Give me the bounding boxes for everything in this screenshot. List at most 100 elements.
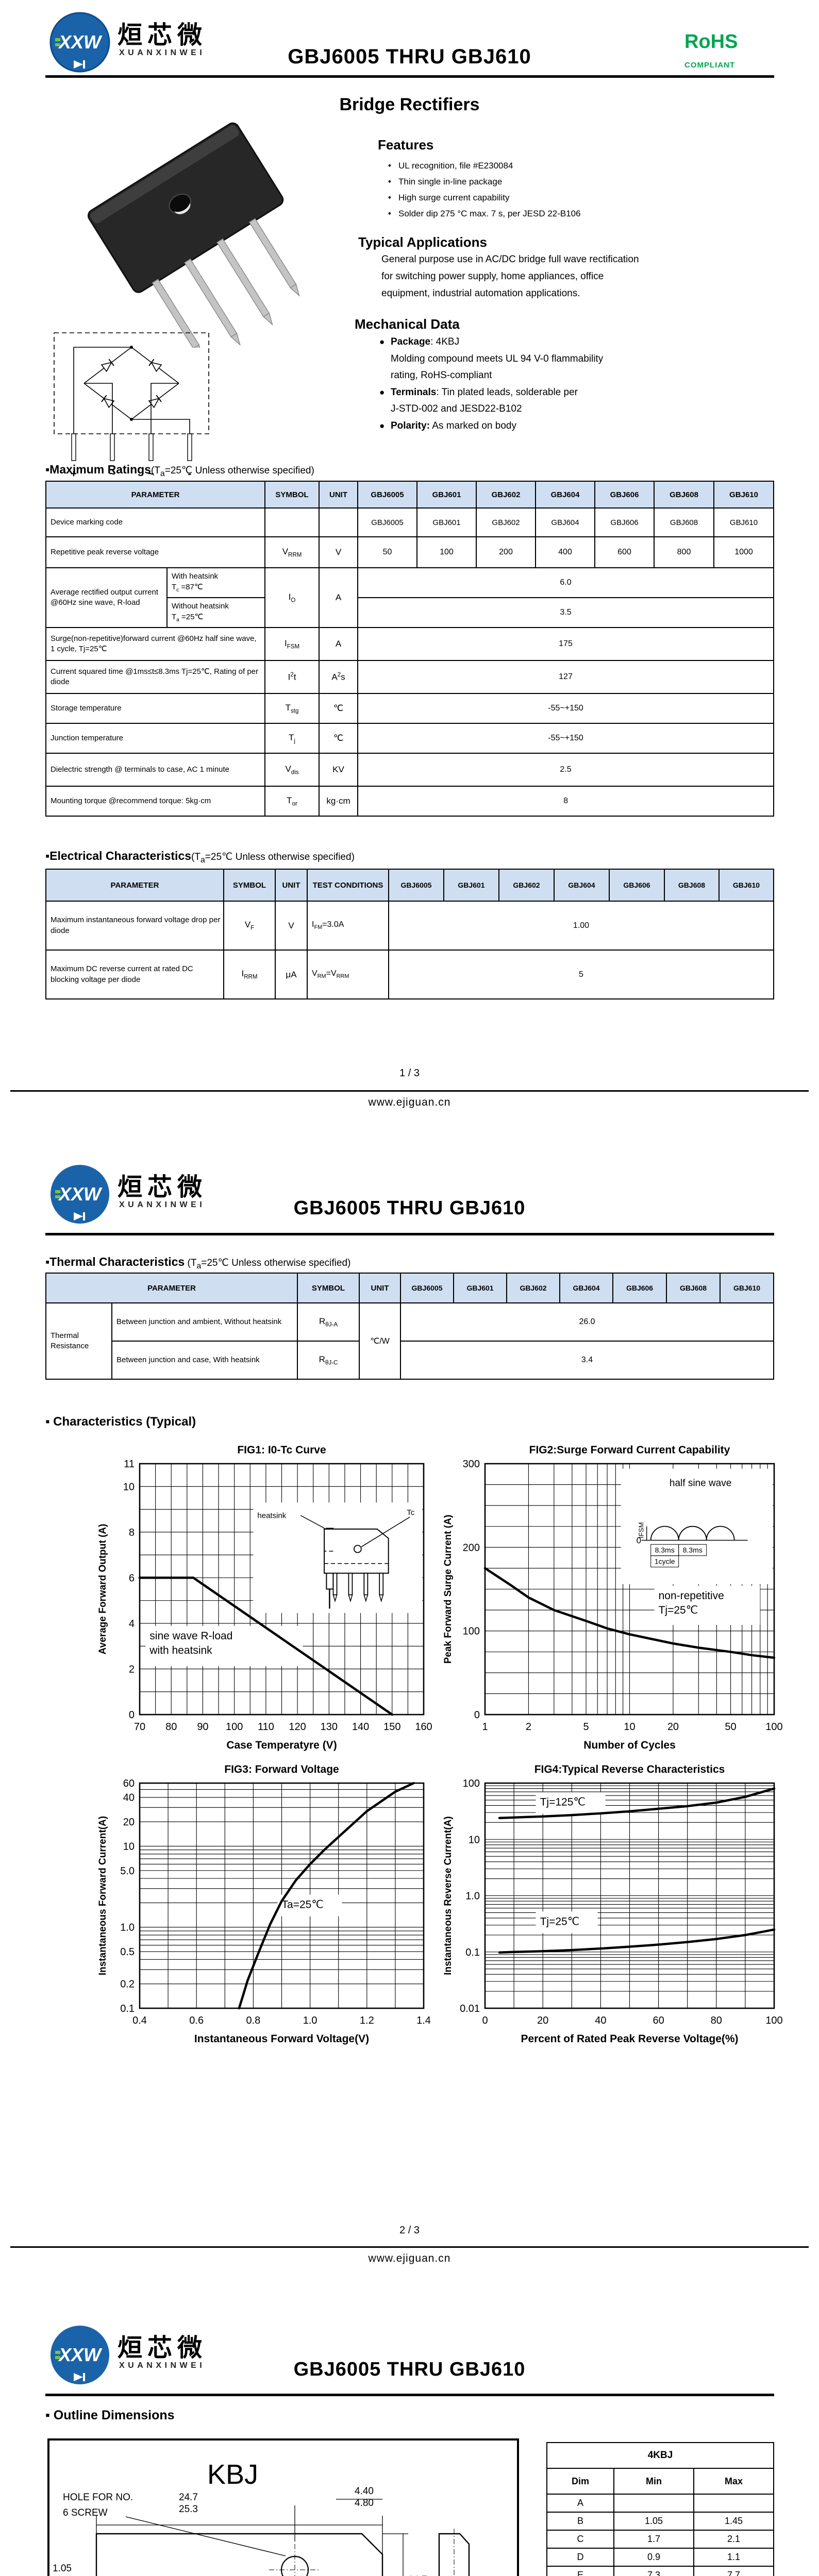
symbol-cell [264, 507, 320, 537]
footer-link[interactable]: www.ejiguan.cn [368, 2252, 451, 2264]
dims-col-header: Dim [546, 2468, 614, 2495]
x-tick-label: 2 [526, 1721, 531, 1733]
table-row: Dielectric strength @ terminals to case,… [45, 753, 775, 787]
x-tick-label: 140 [352, 1721, 369, 1733]
mechanical-item-text: As marked on body [430, 420, 516, 431]
x-tick-label: 100 [765, 1721, 782, 1733]
applications-text: General purpose use in AC/DC bridge full… [381, 254, 639, 265]
table-row: Average rectified output current @60Hz s… [45, 567, 775, 628]
value-cell: 100 [416, 536, 477, 568]
x-tick-label: 100 [226, 1721, 243, 1733]
fig2-surge-current: 1 2 5 10 20 50 100 0 100 200 300 FIG2:Surge Forward… [440, 1439, 783, 1758]
col-header-device: GBJ608 [666, 1273, 721, 1303]
pin-label: - [188, 468, 192, 480]
x-tick-label: 80 [165, 1721, 177, 1733]
y-tick-label: 6 [129, 1572, 135, 1584]
wire [151, 383, 179, 434]
table-row: Without heatsink Ta =25℃ 3.5 [46, 597, 775, 628]
x-tick-label: 160 [415, 1721, 432, 1733]
fig4-reverse-characteristics: 0 20 40 60 80 100 0.01 0.1 1.0 10 100 FIG4:Typical … [440, 1758, 783, 2052]
table-header-row: PARAMETER SYMBOL UNIT GBJ6005 GBJ601 GBJ602 GB… [45, 1273, 775, 1303]
symbol-cell: VRRM [264, 536, 320, 568]
package-top-face [90, 125, 239, 224]
data-table: PARAMETER SYMBOL UNIT GBJ6005 GBJ601 GBJ602 GB… [45, 1273, 775, 1380]
x-tick-label: 1.2 [360, 2015, 374, 2026]
bullet-icon: ● [379, 337, 385, 347]
value-cell: 175 [357, 627, 775, 661]
y-tick-label: 200 [463, 1542, 480, 1553]
series-curve [238, 1782, 415, 2010]
unit-cell: A2s [319, 660, 359, 694]
feature-item: • Thin single in-line package [388, 174, 581, 190]
chart-title: FIG3: Forward Voltage [224, 1764, 339, 1775]
annotation-text: with heatsink [149, 1645, 212, 1656]
sub-condition-cell: With heatsink Tc =87℃ [166, 567, 266, 598]
dims-col-header: Max [693, 2468, 775, 2495]
series-curve [498, 1787, 776, 1819]
logo-circle [51, 13, 109, 72]
col-header-device: GBJ604 [559, 1273, 614, 1303]
sub-condition-line: With heatsink [172, 572, 219, 581]
logo-mark-text: XXW [58, 1183, 103, 1205]
feature-text: Solder dip 275 °C max. 7 s, per JESD 22-… [398, 209, 581, 218]
footer-link[interactable]: www.ejiguan.cn [368, 1096, 451, 1108]
annotation-bg [145, 1625, 303, 1666]
col-header-unit: UNIT [359, 1273, 402, 1303]
value-cell: GBJ602 [476, 507, 537, 537]
sub-condition-line: Ta =25℃ [172, 612, 204, 623]
fig1-inset: heatsink Tc [253, 1502, 423, 1613]
x-tick-label: 0.6 [189, 2015, 204, 2026]
col-header-device: GBJ608 [664, 869, 720, 902]
value-cell: -55~+150 [357, 723, 775, 754]
value-cell: 1.00 [388, 901, 774, 951]
logo-ring [49, 12, 110, 73]
test-condition-cell: IFM=3.0A [307, 901, 389, 951]
hole-note: 6 SCREW [63, 2507, 108, 2518]
col-header-unit: UNIT [275, 869, 308, 902]
package-photo [87, 122, 300, 348]
value-cell: 600 [594, 536, 655, 568]
value-cell: 2.5 [357, 753, 775, 787]
y-tick-label: 10 [469, 1834, 480, 1845]
annotation-text: Ta=25℃ [282, 1899, 324, 1911]
feature-item: • UL recognition, file #E230084 [388, 158, 581, 174]
applications-body: General purpose use in AC/DC bridge full… [381, 251, 639, 302]
thermal-condition: (Ta=25℃ Unless otherwise specified) [185, 1258, 351, 1270]
unit-cell: V [275, 901, 308, 951]
data-table: PARAMETER SYMBOL UNIT GBJ6005 GBJ601 GBJ602 GB… [45, 481, 775, 817]
dims-row: C 1.7 2.1 [546, 2530, 775, 2549]
col-header-symbol: SYMBOL [297, 1273, 360, 1303]
diode-icon [101, 395, 115, 409]
value-cell: GBJ608 [654, 507, 715, 537]
y-tick-label: 0.1 [120, 2003, 135, 2014]
col-header-device: GBJ610 [720, 1273, 775, 1303]
mechanical-item: ● Polarity: As marked on body [379, 418, 603, 435]
x-tick-label: 150 [383, 1721, 400, 1733]
y-tick-label: 4 [129, 1618, 135, 1630]
bullet-icon: • [388, 161, 391, 171]
value-cell: 1000 [713, 536, 775, 568]
value-cell: 3.4 [400, 1341, 775, 1380]
value-cell: GBJ604 [535, 507, 596, 537]
col-header-device: GBJ601 [453, 1273, 508, 1303]
y-axis-label: Instantaneous Forward Current(A) [97, 1816, 108, 1975]
table-header-row: PARAMETER SYMBOL UNIT GBJ6005 GBJ601 GBJ602 GB… [45, 481, 775, 509]
logo-diode-icon [74, 60, 83, 69]
value-cell: GBJ601 [416, 507, 477, 537]
col-header-device: GBJ602 [498, 869, 555, 902]
plot-border [484, 1463, 775, 1716]
annotation-text: Tj=125℃ [540, 1797, 586, 1808]
value-cell: GBJ606 [594, 507, 655, 537]
col-header-device: GBJ601 [443, 869, 499, 902]
dim-letter: A [546, 2494, 614, 2513]
logo-circle [51, 1165, 109, 1224]
x-tick-label: 40 [595, 2015, 606, 2026]
col-header-device: GBJ604 [554, 869, 610, 902]
col-header-parameter: PARAMETER [45, 869, 224, 902]
symbol-cell: Tstg [264, 693, 320, 724]
feature-item: • High surge current capability [388, 190, 581, 206]
header-rule [45, 2394, 774, 2396]
annotation-bg [536, 1792, 606, 1814]
wire [131, 419, 190, 434]
